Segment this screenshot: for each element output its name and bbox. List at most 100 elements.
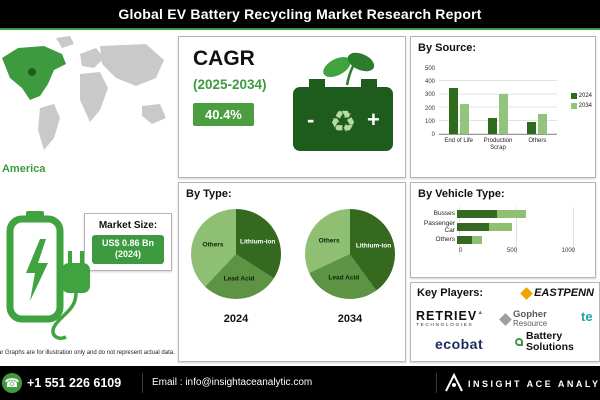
pie-slice-label: Others (318, 237, 340, 245)
vehicle-category-label: Busses (433, 210, 455, 217)
y-tick-label: 500 (424, 66, 435, 72)
pie-year-label: 2034 (337, 313, 363, 325)
retriev-logo-subtext: TECHNOLOGIES (416, 323, 474, 329)
disclaimer-note: Bar Graphs are for illustration only and… (0, 350, 175, 356)
world-map-section (0, 34, 177, 194)
pie-slice-label: Lithium-ion (355, 242, 392, 250)
gopher-logo-icon (499, 312, 512, 326)
bar-group (487, 94, 508, 134)
x-tick-label: 0 (459, 248, 463, 254)
minus-symbol: - (307, 107, 314, 132)
battery-solutions-text: Battery (526, 330, 563, 342)
bar-rows: Busses Passenger Car Others (417, 207, 575, 246)
cagr-period: (2025-2034) (193, 77, 267, 92)
battery-icon (6, 215, 64, 323)
x-category-label: End of Life (444, 138, 473, 144)
by-source-chart-card: By Source: 500 400 300 200 100 0 End of Life P… (410, 36, 596, 178)
y-axis: 500 400 300 200 100 0 (415, 66, 435, 138)
cagr-label: CAGR (193, 47, 255, 70)
key-players-card: Key Players: EASTPENN RETRIEV▲ TECHNOLOG… (410, 282, 600, 362)
market-size-card: Market Size: US$ 0.86 Bn (2024) (84, 213, 172, 271)
bar (498, 94, 508, 134)
leaf-icon (347, 52, 375, 72)
plus-symbol: + (367, 107, 380, 132)
bar (538, 114, 548, 134)
continent-south-america (38, 104, 60, 150)
battery-terminal (361, 79, 377, 88)
x-axis-labels: End of Life Production Scrap Others (439, 138, 557, 152)
bar (527, 122, 537, 134)
market-size-year: (2024) (114, 249, 141, 260)
bar-track (457, 209, 571, 218)
by-type-title: By Type: (186, 188, 232, 200)
vehicle-category-label: Others (435, 236, 455, 243)
x-axis: 0 500 1000 (459, 248, 575, 254)
battery-plug-illustration (6, 211, 90, 340)
logo-battery-solutions: Battery Solutions (515, 330, 574, 354)
brand-name: INSIGHT ACE ANALYT (468, 379, 600, 389)
footer-bar: ☎ +1 551 226 6109 Email : info@insightac… (0, 366, 600, 400)
footer-divider (436, 373, 437, 393)
continent-australia (142, 104, 166, 124)
by-vehicle-title: By Vehicle Type: (418, 188, 505, 200)
battery-solutions-subtext: Solutions (526, 341, 574, 354)
vehicle-row: Passenger Car (417, 220, 575, 234)
bar-track (457, 235, 571, 244)
header-bar: Global EV Battery Recycling Market Resea… (0, 0, 600, 30)
eastpenn-logo-icon (520, 287, 533, 301)
x-category-label: Production Scrap (483, 138, 513, 151)
market-size-badge: US$ 0.86 Bn (2024) (92, 235, 164, 264)
logo-te: te (581, 309, 593, 324)
x-tick-label: 1000 (561, 248, 575, 254)
gopher-logo-subtext: Resource (513, 318, 548, 328)
plug-cable (51, 292, 78, 340)
pie-block: Lithium-ion Lead Acid Others 2034 (298, 209, 402, 325)
plant-stem (345, 58, 359, 86)
bar-group (448, 88, 469, 134)
x-tick-label: 500 (506, 248, 517, 254)
market-size-label: Market Size: (98, 220, 158, 231)
horizontal-bar-plot: Busses Passenger Car Others 0 500 1000 (417, 207, 575, 254)
logo-eastpenn: EASTPENN (520, 287, 594, 301)
bar (487, 118, 497, 134)
phone-number: +1 551 226 6109 (27, 376, 122, 390)
continent-greenland (56, 36, 74, 48)
battery-icon (293, 87, 393, 151)
leaf-icon (323, 57, 351, 77)
battery-terminal (309, 79, 325, 88)
pie-charts: Lithium-ion Lead Acid Others 2024 Lithium-io… (179, 209, 407, 325)
by-source-title: By Source: (418, 42, 477, 54)
world-map (2, 36, 166, 150)
bar-segment (457, 209, 497, 218)
bar-track (457, 222, 571, 231)
x-category-label: Others (528, 138, 547, 144)
logo-retriev: RETRIEV▲ TECHNOLOGIES (416, 309, 484, 329)
retriev-logo-text: RETRIEV (416, 309, 478, 323)
logo-ecobat: ecobat (435, 336, 484, 352)
y-tick-label: 100 (424, 118, 435, 125)
pie-slice-label: Lead Acid (223, 275, 255, 283)
map-marker (28, 68, 36, 76)
logo-gopher-resource: Gopher Resource (499, 309, 548, 328)
lightning-bolt-icon (26, 239, 48, 301)
legend-entry: 2034 (570, 103, 592, 109)
key-players-title: Key Players: (417, 287, 484, 299)
battery-solutions-logo-icon (515, 338, 523, 347)
legend-entry: 2024 (570, 93, 592, 99)
recycling-battery-illustration: - + ♻ (293, 52, 393, 151)
gopher-logo-text: Gopher (513, 309, 547, 320)
email-address: Email : info@insightaceanalytic.com (152, 377, 313, 388)
bar-plot (439, 69, 557, 135)
bar-segment (457, 222, 489, 231)
pie-chart: Lithium-ion Lead Acid Others (305, 209, 395, 299)
plug-icon (62, 263, 90, 293)
bar-segment (457, 235, 472, 244)
bar-segment (497, 209, 526, 218)
continent-africa (80, 72, 108, 122)
phone-icon: ☎ (2, 373, 22, 393)
pie-chart: Lithium-ion Lead Acid Others (191, 209, 281, 299)
continent-asia (100, 44, 164, 86)
legend-label: 2024 (578, 93, 592, 99)
pie-year-label: 2024 (223, 313, 249, 325)
